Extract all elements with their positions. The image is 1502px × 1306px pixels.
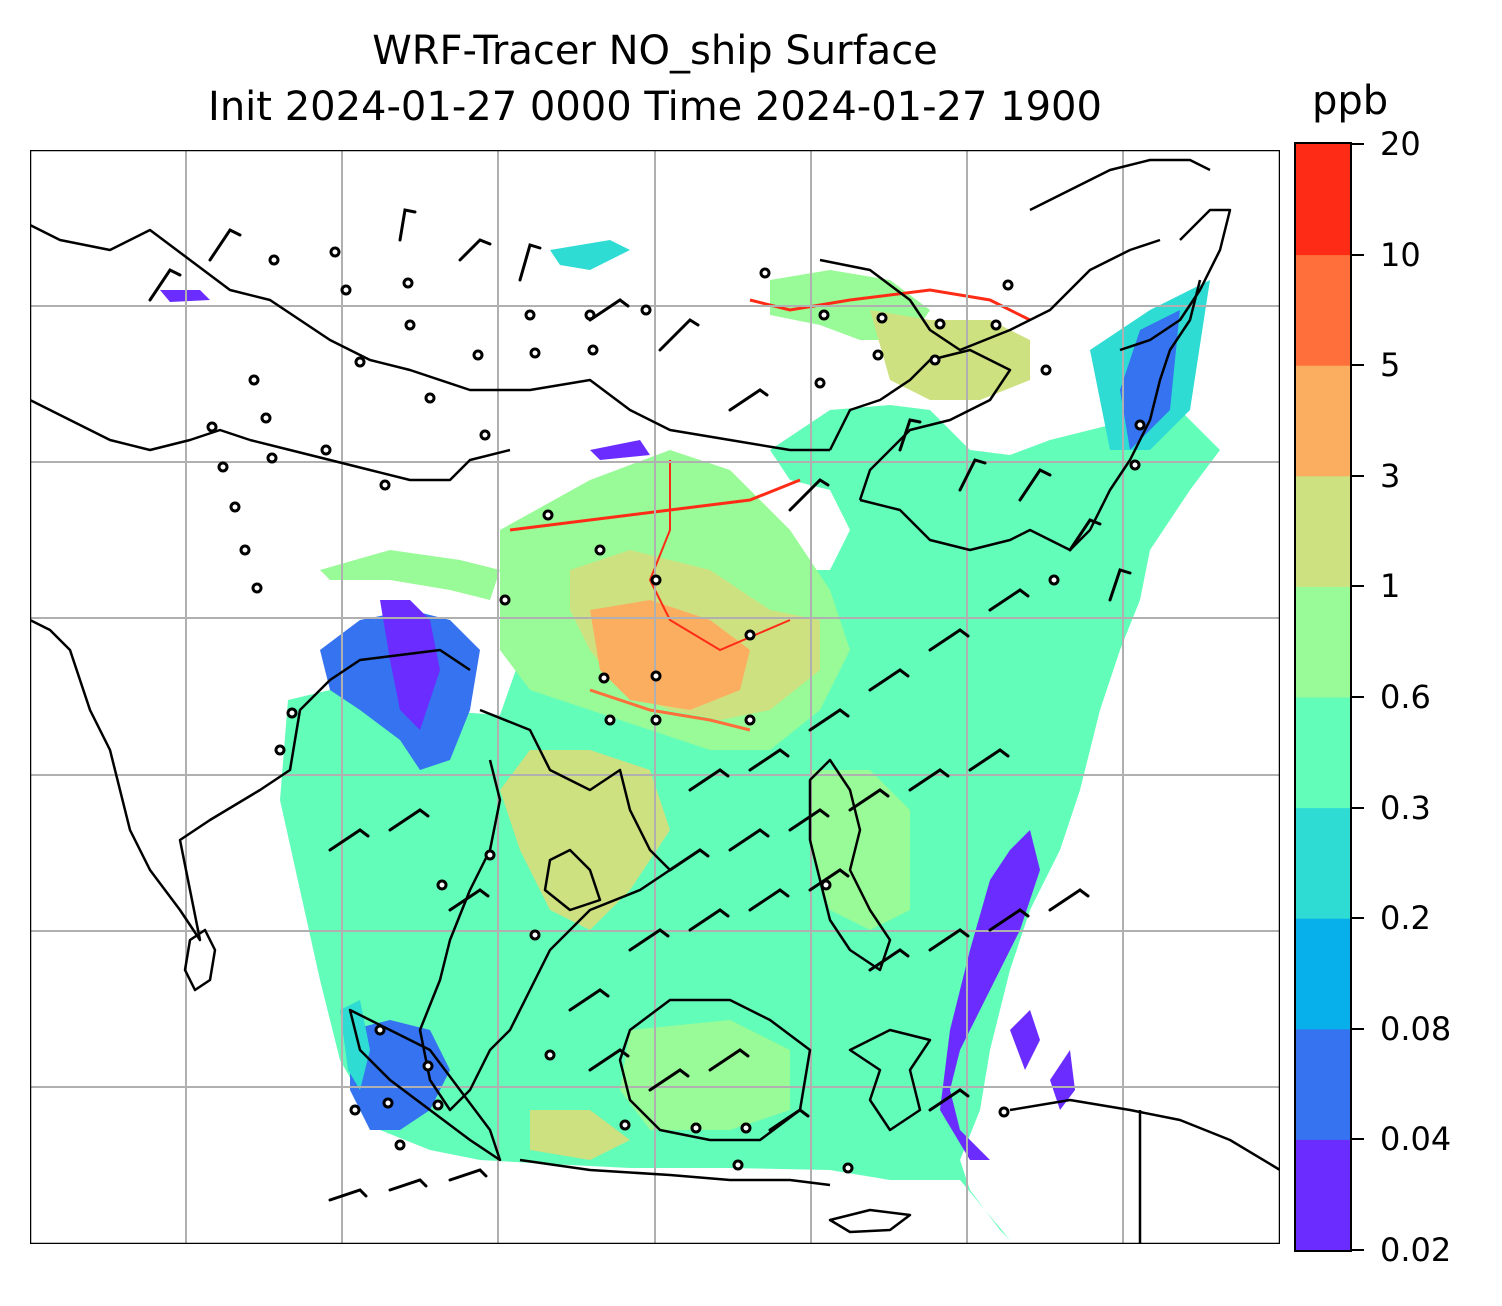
colorbar-band (1296, 697, 1350, 809)
coastline-bohai (828, 348, 1012, 501)
colorbar-tick-label: 1 (1380, 567, 1401, 606)
colorbar-band (1296, 586, 1350, 698)
tracer-concentration-map (30, 150, 1280, 1244)
colorbar-unit-label: ppb (1312, 78, 1389, 124)
colorbar-band (1296, 254, 1350, 366)
map-title-line2: Init 2024-01-27 0000 Time 2024-01-27 190… (208, 84, 1102, 130)
colorbar-tick-label: 20 (1380, 125, 1421, 163)
field-sichuan (590, 600, 750, 710)
field-ship-track-4 (589, 688, 751, 732)
colorbar-band (1296, 365, 1350, 477)
colorbar-tick-mark (1352, 806, 1364, 809)
colorbar (1294, 142, 1352, 1252)
colorbar-tick-mark (1352, 364, 1364, 367)
colorbar-band (1296, 475, 1350, 587)
coastline-japan (1119, 208, 1232, 352)
colorbar-tick-label: 5 (1380, 346, 1401, 385)
colorbar-tick-label: 0.04 (1380, 1120, 1452, 1159)
field-borneo (620, 1020, 790, 1130)
field-ship-track-2 (648, 460, 791, 652)
field-bay-edge (380, 600, 440, 730)
colorbar-tick-label: 0.3 (1380, 788, 1431, 827)
map-gridlines (30, 150, 1280, 1244)
colorbar-tick-mark (1352, 1249, 1364, 1251)
coastline-sri-lanka (183, 928, 217, 992)
colorbar-tick-label: 0.6 (1380, 678, 1431, 716)
field-south-mid (340, 1000, 370, 1090)
colorbar-tick-label: 0.02 (1380, 1231, 1452, 1269)
field-philippines (810, 770, 910, 930)
coastline-new-guinea (1009, 1098, 1280, 1172)
coastline-gulf-thailand (543, 848, 602, 912)
coastline-indochina (418, 708, 672, 1112)
coastline-java (519, 1158, 831, 1187)
coastline-sumatra (348, 1008, 502, 1162)
calm-wind-markers (206, 246, 1146, 1174)
colorbar-band (1296, 918, 1350, 1030)
colorbar-tick-mark (1352, 585, 1364, 588)
colorbar-band (1296, 144, 1350, 256)
colorbar-tick-mark (1352, 1138, 1364, 1141)
colorbar-tick-label: 0.2 (1380, 899, 1431, 938)
colorbar-tick-mark (1352, 917, 1364, 920)
coastline-west-border (30, 398, 251, 452)
coastline-sulawesi (848, 1028, 932, 1132)
colorbar-tick-mark (1352, 696, 1364, 698)
field-speckle-1 (1010, 1010, 1040, 1070)
coastline-timor (828, 1208, 912, 1234)
coastline-china-east (859, 279, 1202, 552)
colorbar-ticks (1351, 143, 1352, 1251)
colorbar-tick-mark (1352, 143, 1364, 145)
field-speckle-4 (590, 440, 650, 460)
coastlines (30, 158, 1280, 1244)
coastline-philippines (808, 758, 892, 972)
coastline-korea-china (819, 238, 1161, 352)
coastline-india (30, 618, 471, 942)
field-japan-sea-low (550, 240, 630, 270)
field-ship-track-3 (749, 288, 1031, 322)
map-title-line1: WRF-Tracer NO_ship Surface (372, 28, 938, 74)
wind-barbs (148, 208, 1132, 1202)
colorbar-band (1296, 1028, 1350, 1140)
colorbar-tick-label: 10 (1380, 235, 1421, 274)
colorbar-bands (1296, 144, 1350, 1251)
field-tibet-edge (320, 550, 500, 600)
colorbar-band (1296, 1139, 1350, 1251)
field-base (280, 405, 1220, 1240)
colorbar-tick-mark (1352, 1027, 1364, 1030)
coastline-tibet-border (249, 438, 511, 482)
colorbar-tick-mark (1352, 253, 1364, 256)
colorbar-tick-mark (1352, 474, 1364, 477)
colorbar-tick-label: 0.08 (1380, 1009, 1452, 1048)
coastline-northeast (1029, 158, 1211, 212)
colorbar-band (1296, 807, 1350, 919)
coastline-north-border (30, 223, 830, 452)
colorbar-tick-label: 3 (1380, 456, 1401, 495)
field-java-sea (530, 1110, 630, 1160)
field-speckle-2 (1050, 1050, 1075, 1110)
